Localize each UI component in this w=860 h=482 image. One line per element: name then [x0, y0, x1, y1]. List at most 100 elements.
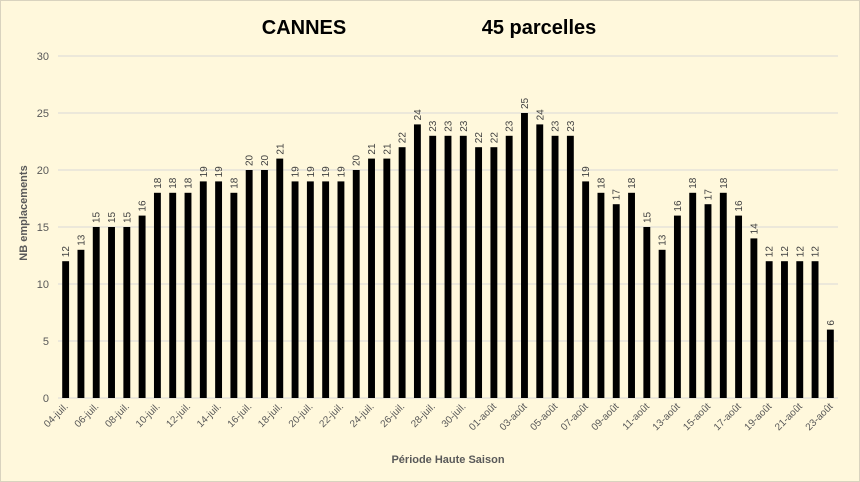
data-label: 23 — [459, 120, 470, 132]
data-label: 19 — [336, 166, 347, 178]
bar-04-juil. — [62, 261, 70, 398]
data-label: 19 — [321, 166, 332, 178]
data-label: 19 — [214, 166, 225, 178]
bar-25-juil. — [383, 158, 391, 398]
bar-09-août — [612, 204, 620, 398]
bar-21-août — [796, 261, 804, 398]
bar-14-juil. — [215, 181, 223, 398]
bar-08-juil. — [123, 227, 131, 398]
bar-16-juil. — [245, 170, 253, 398]
x-tick-label: 09-août — [590, 401, 622, 433]
bar-10-août — [628, 192, 635, 398]
bar-14-août — [689, 192, 697, 398]
data-label: 12 — [780, 246, 791, 258]
x-tick-label: 04-juil. — [42, 401, 71, 430]
data-label: 13 — [76, 234, 87, 246]
y-axis-ticks: 0 5 10 15 20 25 30 — [37, 51, 49, 405]
bar-07-août — [582, 181, 590, 398]
x-tick-label: 01-août — [467, 401, 499, 433]
bar-20-juil. — [306, 181, 314, 398]
data-label: 15 — [642, 211, 653, 223]
data-label: 15 — [92, 211, 103, 223]
x-tick-label: 28-juil. — [409, 401, 438, 430]
y-tick-label: 30 — [37, 51, 49, 63]
bar-09-juil. — [138, 215, 146, 398]
bar-17-août — [735, 215, 743, 398]
data-label: 23 — [444, 120, 455, 132]
data-label: 19 — [306, 166, 317, 178]
data-label: 12 — [811, 246, 822, 258]
bar-18-août — [750, 238, 758, 398]
x-tick-label: 18-juil. — [256, 401, 285, 430]
bar-07-juil. — [108, 227, 115, 398]
bar-06-juil. — [92, 227, 100, 398]
bar-21-juil. — [322, 181, 330, 398]
data-label: 23 — [505, 120, 516, 132]
data-label: 16 — [734, 200, 745, 212]
data-label: 15 — [122, 211, 133, 223]
bar-27-juil. — [413, 124, 421, 399]
bars — [62, 113, 834, 399]
data-label: 19 — [291, 166, 302, 178]
x-tick-label: 16-juil. — [226, 401, 255, 430]
x-tick-label: 23-août — [804, 401, 836, 433]
bar-02-août — [505, 135, 513, 399]
bar-13-août — [673, 215, 681, 398]
data-label: 13 — [658, 234, 669, 246]
data-label: 22 — [398, 132, 409, 144]
data-label: 18 — [153, 177, 164, 189]
bar-19-août — [765, 261, 773, 398]
data-label: 23 — [566, 120, 577, 132]
x-tick-label: 03-août — [498, 401, 530, 433]
x-tick-label: 06-juil. — [73, 401, 102, 430]
data-label: 17 — [612, 189, 623, 201]
bar-05-juil. — [77, 249, 85, 398]
y-tick-label: 25 — [37, 108, 49, 120]
bar-29-juil. — [444, 135, 452, 399]
data-label: 18 — [688, 177, 699, 189]
bar-08-août — [597, 192, 605, 398]
data-label: 22 — [489, 132, 500, 144]
data-label: 20 — [352, 154, 363, 166]
bar-17-juil. — [261, 170, 268, 398]
x-tick-label: 12-juil. — [165, 401, 194, 430]
bar-19-juil. — [291, 181, 299, 398]
x-tick-label: 26-juil. — [379, 401, 408, 430]
y-tick-label: 5 — [43, 336, 49, 348]
y-tick-label: 10 — [37, 279, 49, 291]
data-label: 17 — [704, 189, 715, 201]
data-label: 24 — [413, 109, 424, 121]
data-label: 12 — [765, 246, 776, 258]
bar-16-août — [719, 192, 727, 398]
data-label: 20 — [245, 154, 256, 166]
chart-subtitle: 45 parcelles — [482, 17, 597, 39]
data-label: 19 — [199, 166, 210, 178]
bar-01-août — [490, 147, 498, 398]
data-label: 23 — [428, 120, 439, 132]
data-label: 16 — [673, 200, 684, 212]
x-tick-label: 11-août — [621, 401, 652, 432]
y-tick-label: 15 — [37, 222, 49, 234]
bar-12-août — [658, 249, 666, 398]
data-label: 18 — [719, 177, 730, 189]
data-label: 23 — [551, 120, 562, 132]
data-label: 22 — [474, 132, 485, 144]
data-label: 25 — [520, 97, 531, 109]
bar-30-juil. — [459, 135, 467, 399]
data-label: 21 — [367, 143, 378, 155]
data-label: 18 — [229, 177, 240, 189]
bar-10-juil. — [153, 192, 161, 398]
bar-28-juil. — [429, 135, 437, 399]
data-label: 12 — [61, 246, 72, 258]
x-tick-label: 22-juil. — [317, 401, 346, 430]
bar-23-août — [826, 329, 834, 398]
x-tick-label: 21-août — [773, 401, 805, 433]
x-tick-label: 24-juil. — [348, 401, 377, 430]
data-label: 18 — [168, 177, 179, 189]
bar-23-juil. — [352, 170, 360, 398]
data-label: 6 — [826, 320, 837, 326]
x-tick-label: 07-août — [559, 401, 591, 433]
chart-title: CANNES — [262, 17, 346, 39]
bar-18-juil. — [276, 158, 284, 398]
